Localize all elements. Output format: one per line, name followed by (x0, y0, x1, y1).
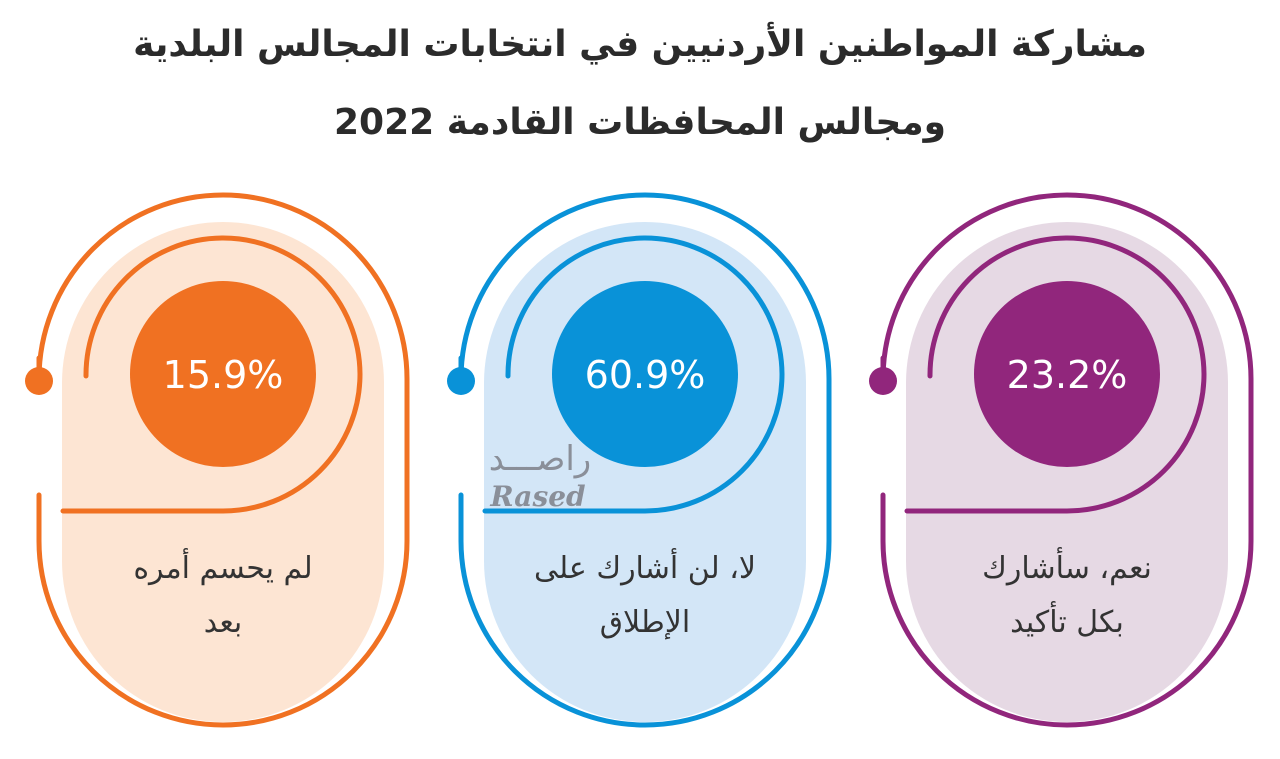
category-label-yes-line-2: بكل تأكيد (1010, 600, 1124, 640)
value-label-undecided: 15.9% (163, 353, 284, 397)
value-label-yes: 23.2% (1007, 353, 1128, 397)
category-label-undecided-line-1: لم يحسم أمره (133, 547, 312, 586)
card-inner-arc-no (482, 235, 785, 514)
watermark-latin: Rased (489, 480, 585, 513)
value-circle-yes (974, 281, 1160, 467)
value-circle-no (552, 281, 738, 467)
category-label-undecided-line-2: بعد (204, 605, 243, 640)
card-outline-undecided (36, 192, 410, 728)
chart-title-line-1: مشاركة المواطنين الأردنيين في انتخابات ا… (133, 24, 1147, 65)
value-circle-undecided (130, 281, 316, 467)
watermark-arabic: راصـــد (489, 439, 591, 479)
card-dot-undecided (25, 367, 53, 395)
card-dot-no (447, 367, 475, 395)
category-label-no-line-2: الإطلاق (600, 605, 691, 640)
card-inner-arc-undecided (60, 235, 363, 514)
category-label-no-line-1: لا، لن أشارك على (534, 547, 756, 586)
card-inner-arc-yes (904, 235, 1207, 514)
card-outline-yes (880, 192, 1254, 728)
category-label-yes-line-1: نعم، سأشارك (982, 546, 1152, 586)
card-dot-yes (869, 367, 897, 395)
value-label-no: 60.9% (585, 353, 706, 397)
card-outline-no (458, 192, 832, 728)
chart-title-line-2: ومجالس المحافظات القادمة 2022 (333, 102, 946, 143)
